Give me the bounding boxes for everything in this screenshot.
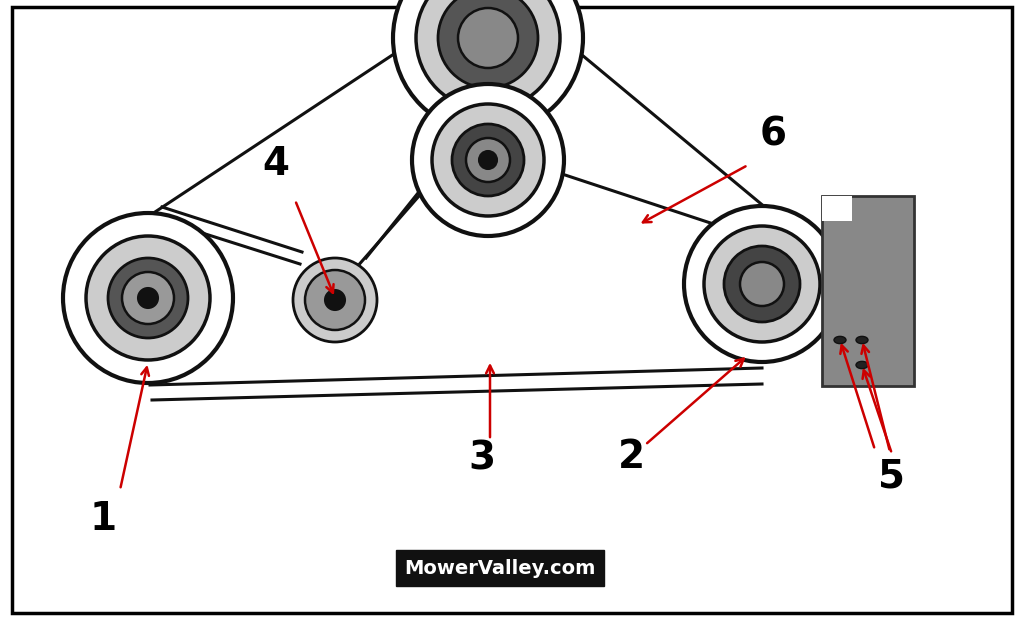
- Ellipse shape: [108, 258, 188, 338]
- Ellipse shape: [393, 0, 583, 133]
- Text: 4: 4: [262, 145, 289, 183]
- Ellipse shape: [684, 206, 840, 362]
- Bar: [822, 196, 914, 386]
- Ellipse shape: [724, 246, 800, 322]
- Ellipse shape: [138, 288, 158, 308]
- Ellipse shape: [325, 290, 345, 310]
- Ellipse shape: [740, 262, 784, 306]
- Text: 6: 6: [760, 115, 787, 153]
- Text: 1: 1: [90, 500, 117, 538]
- Circle shape: [834, 337, 846, 343]
- Ellipse shape: [479, 151, 497, 169]
- Ellipse shape: [705, 226, 820, 342]
- Circle shape: [856, 361, 868, 369]
- Ellipse shape: [122, 272, 174, 324]
- Text: MowerValley.com: MowerValley.com: [404, 559, 596, 577]
- Ellipse shape: [458, 8, 518, 68]
- Text: 3: 3: [468, 440, 496, 478]
- Ellipse shape: [452, 124, 524, 196]
- Ellipse shape: [432, 104, 544, 216]
- Text: 2: 2: [618, 438, 645, 476]
- Ellipse shape: [466, 138, 510, 182]
- Ellipse shape: [438, 0, 538, 88]
- Circle shape: [856, 337, 868, 343]
- Ellipse shape: [86, 236, 210, 360]
- Ellipse shape: [416, 0, 560, 110]
- Bar: [822, 196, 852, 221]
- Ellipse shape: [293, 258, 377, 342]
- Ellipse shape: [412, 84, 564, 236]
- Ellipse shape: [305, 270, 365, 330]
- Text: 5: 5: [878, 458, 905, 496]
- Ellipse shape: [63, 213, 233, 383]
